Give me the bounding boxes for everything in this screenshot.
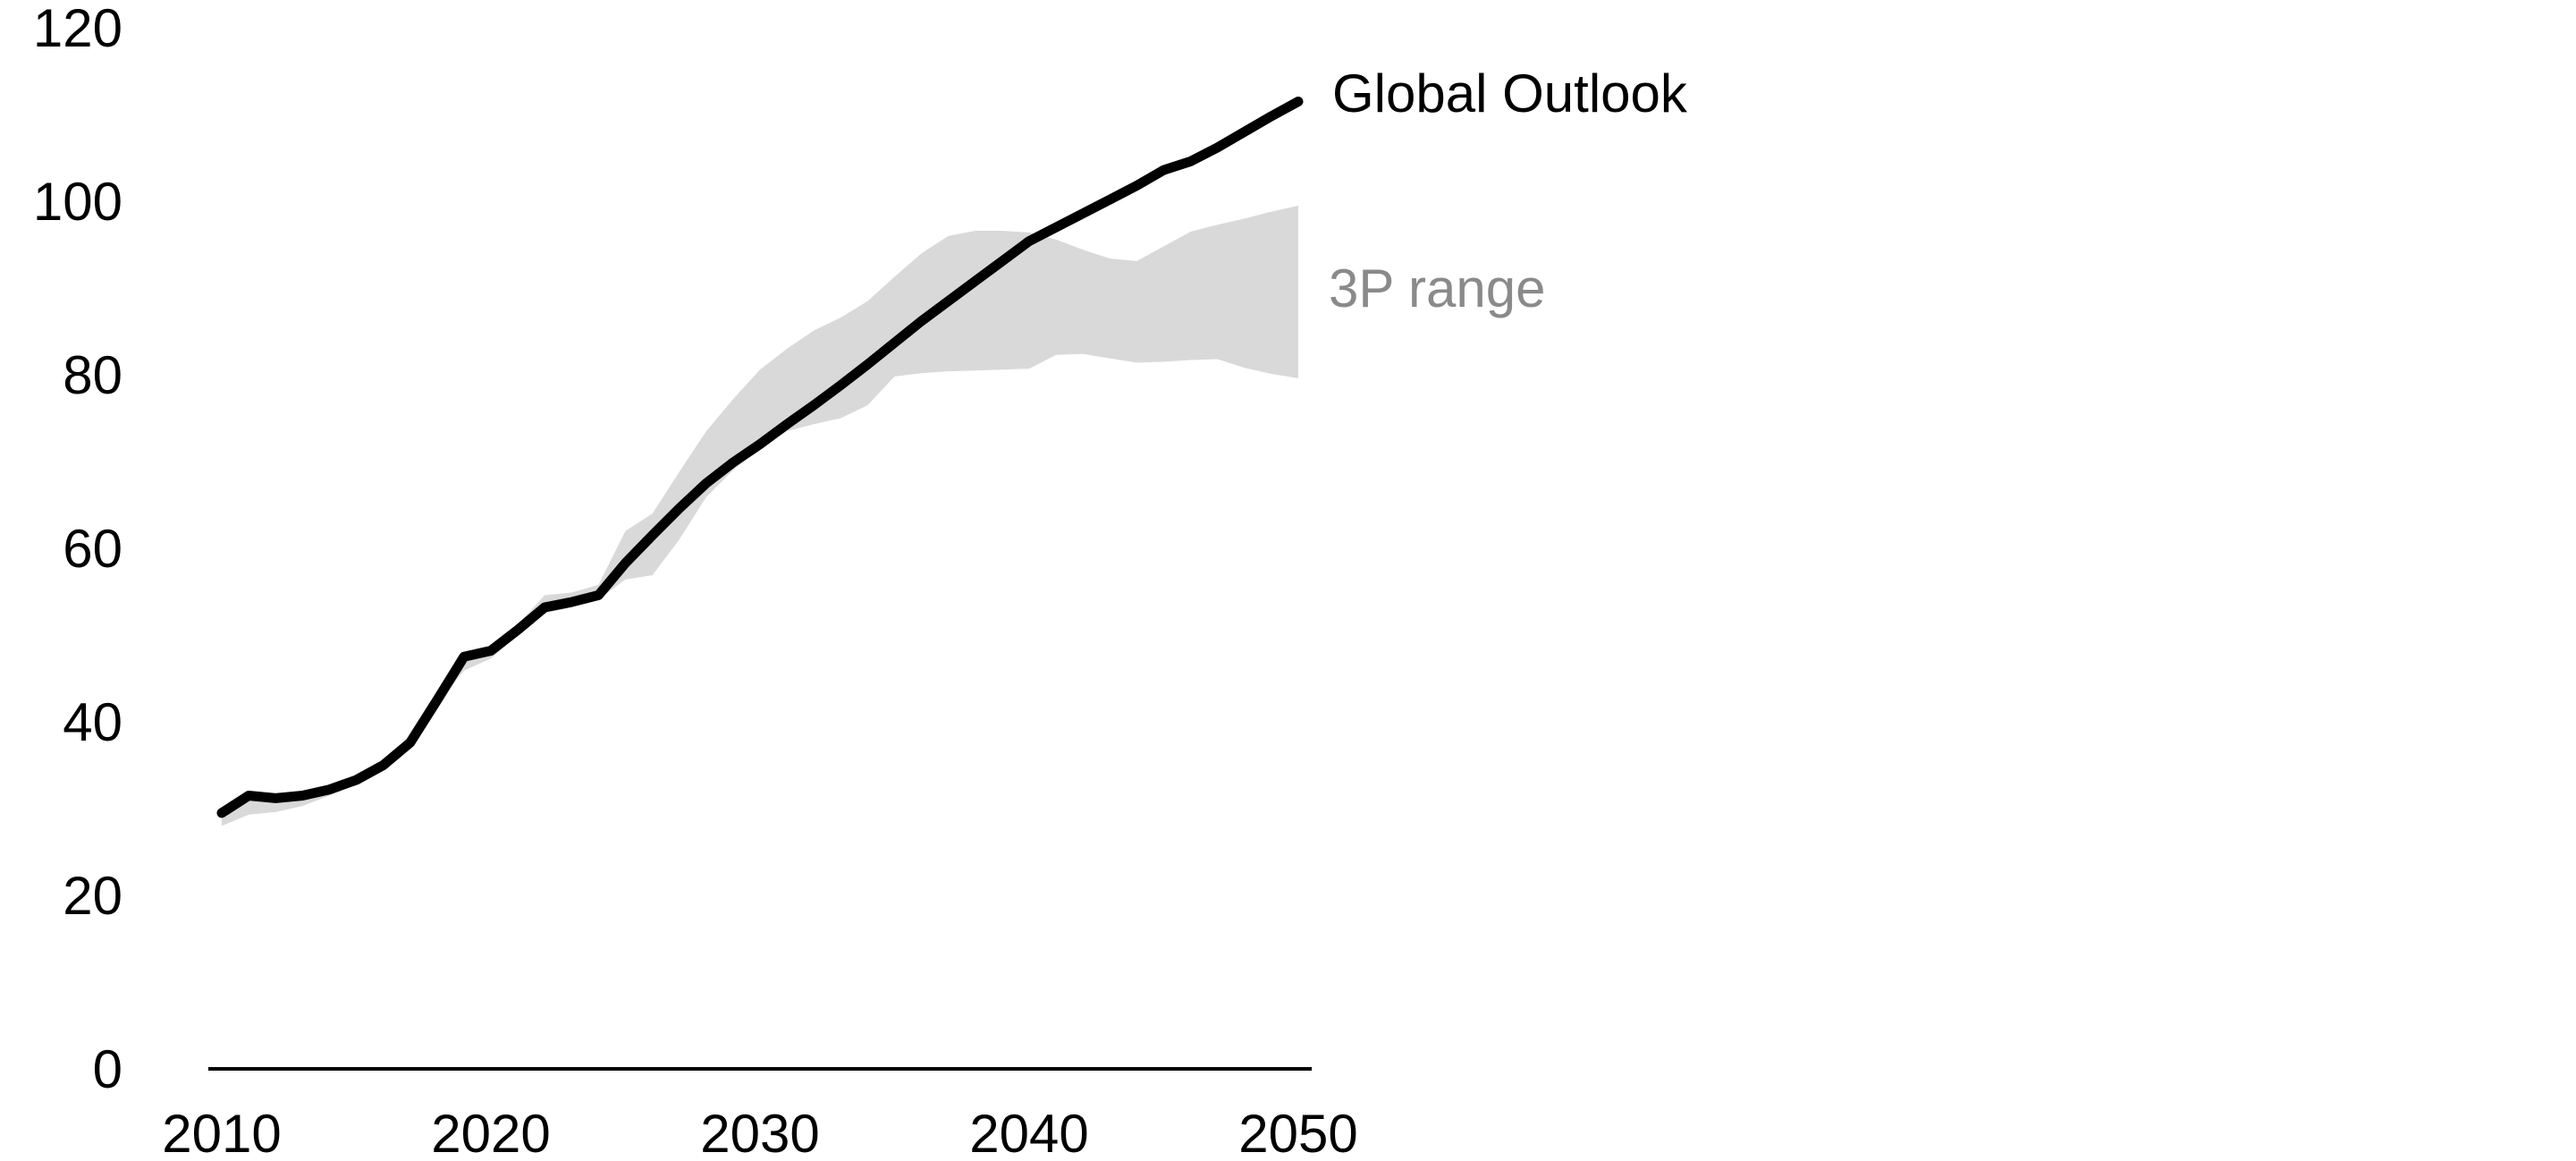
global-outlook-line <box>216 97 1304 818</box>
y-tick-label: 120 <box>33 0 122 58</box>
3p-range-band <box>222 205 1298 826</box>
y-axis-tick-labels: 0 20 40 60 80 100 120 <box>33 0 122 1099</box>
y-tick-label: 80 <box>63 345 122 405</box>
y-tick-label: 0 <box>93 1039 122 1099</box>
x-tick-label: 2020 <box>431 1104 550 1161</box>
y-tick-label: 20 <box>63 866 122 926</box>
x-axis-tick-labels: 2010 2020 2030 2040 2050 <box>162 1104 1357 1161</box>
y-tick-label: 60 <box>63 519 122 579</box>
x-tick-label: 2050 <box>1238 1104 1357 1161</box>
3p-range-series-label: 3P range <box>1329 258 1545 318</box>
x-tick-label: 2030 <box>700 1104 819 1161</box>
x-tick-label: 2040 <box>969 1104 1088 1161</box>
y-tick-label: 100 <box>33 172 122 232</box>
global-outlook-series-label: Global Outlook <box>1332 64 1688 123</box>
x-tick-label: 2010 <box>162 1104 281 1161</box>
y-tick-label: 40 <box>63 692 122 752</box>
